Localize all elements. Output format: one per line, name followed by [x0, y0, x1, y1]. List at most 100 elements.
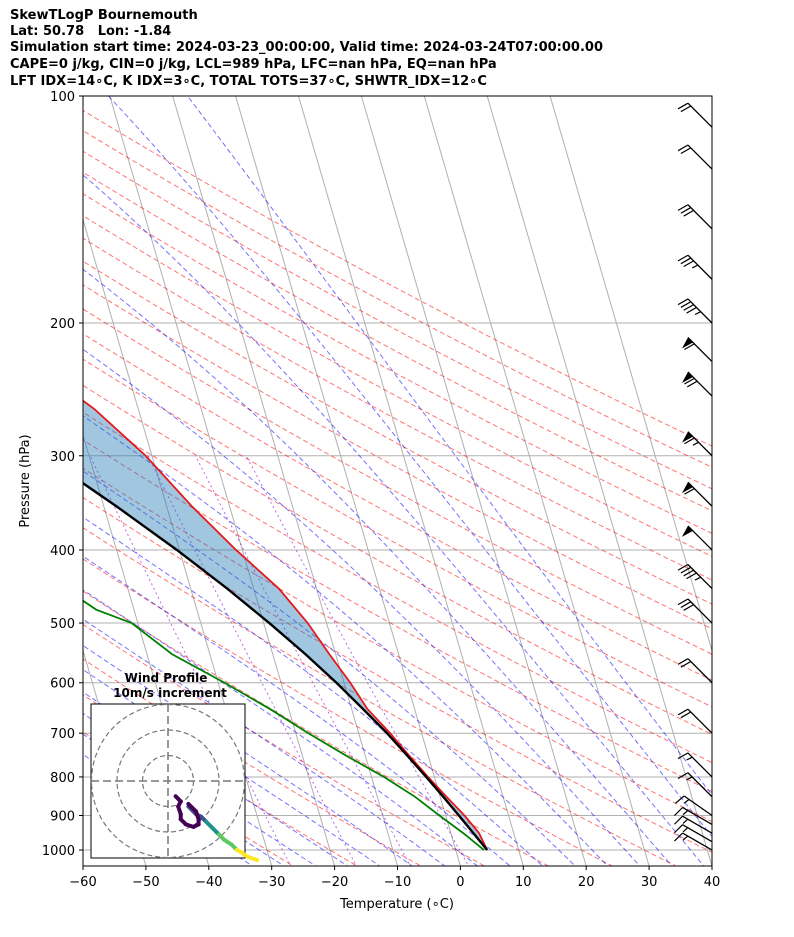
- barb-staff: [687, 371, 713, 397]
- barb-full: [680, 601, 692, 609]
- barb-half: [682, 835, 689, 841]
- isotherm: [172, 96, 399, 866]
- barb-staff: [687, 144, 713, 170]
- barb-full: [686, 380, 698, 388]
- barb-staff: [687, 598, 713, 624]
- barb-full: [677, 752, 689, 760]
- dry-adiabat: [83, 694, 358, 866]
- barb-full: [683, 304, 694, 311]
- isotherm: [360, 96, 587, 866]
- series-layer: [83, 399, 489, 851]
- mixing-ratio-line: [195, 455, 411, 866]
- barb-full: [683, 569, 694, 577]
- barb-half: [686, 776, 693, 781]
- temperature-line: [83, 399, 488, 851]
- barb-full: [677, 298, 689, 306]
- barb-full: [677, 254, 689, 262]
- time-line: Simulation start time: 2024-03-23_00:00:…: [10, 40, 603, 55]
- barb-half: [682, 818, 689, 824]
- barb-full: [677, 144, 689, 152]
- barb-full: [677, 598, 689, 606]
- wind-barb: [677, 204, 713, 230]
- isotherm: [423, 96, 650, 866]
- dry-adiabat: [83, 623, 486, 866]
- mixing-ratio-line: [147, 455, 357, 866]
- y-tick-label: 900: [50, 810, 75, 825]
- barb-full: [674, 832, 683, 842]
- x-tick-label: −20: [321, 875, 348, 890]
- barb-flag: [681, 337, 693, 349]
- dewpoint-line: [83, 599, 485, 851]
- x-tick-label: 0: [456, 875, 464, 890]
- axes: −60 −50 −40 −30 −20 −10 0 10 20 30 40 100 200 300 400 5…: [42, 90, 720, 890]
- barb-flag: [681, 431, 693, 443]
- barb-staff: [687, 708, 713, 734]
- wind-barb: [674, 806, 713, 826]
- wind-barb: [681, 371, 713, 397]
- dry-adiabat: [83, 590, 550, 866]
- barb-half: [692, 441, 699, 446]
- barb-full: [680, 257, 692, 265]
- barb-staff: [687, 431, 713, 457]
- isotherm: [109, 96, 336, 866]
- y-tick-label: 200: [50, 317, 75, 332]
- moist-adiabat: [83, 555, 511, 866]
- barb-full: [684, 343, 695, 351]
- grid-layer: [83, 96, 712, 866]
- barb-full: [677, 204, 689, 211]
- indices-line: LFT IDX=14∘C, K IDX=3∘C, TOTAL TOTS=37∘C…: [10, 74, 487, 89]
- cape-line: CAPE=0 j/kg, CIN=0 j/kg, LCL=989 hPa, LF…: [10, 57, 497, 72]
- barb-full: [674, 807, 683, 816]
- wind-barb: [674, 795, 713, 817]
- barb-full: [686, 306, 697, 314]
- chart-title: SkewTLogP Bournemouth: [10, 8, 198, 23]
- moist-adiabat: [83, 268, 673, 866]
- wind-barb: [677, 708, 713, 734]
- dry-adiabat: [83, 150, 712, 490]
- barb-staff: [687, 298, 713, 324]
- barb-half: [686, 756, 693, 761]
- isotherm: [235, 96, 461, 866]
- barb-half: [691, 264, 699, 269]
- barb-half: [682, 810, 689, 816]
- barb-full: [677, 708, 689, 716]
- dry-adiabat: [83, 658, 422, 866]
- dry-adiabat: [83, 284, 712, 630]
- dry-adiabat: [83, 109, 712, 447]
- wind-barb: [677, 254, 713, 280]
- barb-full: [686, 572, 697, 580]
- wind-barb: [677, 144, 713, 170]
- x-tick-label: 30: [641, 875, 658, 890]
- dry-adiabat: [83, 358, 712, 708]
- barb-full: [683, 209, 694, 217]
- y-tick-label: 500: [50, 617, 75, 632]
- barb-full: [680, 661, 692, 668]
- fill-layer: [83, 400, 488, 851]
- barb-full: [680, 147, 692, 155]
- barb-full: [674, 795, 685, 804]
- wind-barb: [674, 832, 713, 851]
- moist-adiabat: [83, 618, 446, 866]
- dry-adiabat: [83, 439, 712, 793]
- barb-staff: [687, 564, 713, 589]
- barb-full: [683, 260, 694, 268]
- barb-half: [682, 827, 689, 833]
- dry-adiabat: [83, 467, 712, 823]
- barb-staff: [682, 832, 713, 851]
- barb-full: [683, 604, 694, 611]
- moist-adiabat: [83, 516, 544, 866]
- barb-full: [674, 815, 683, 825]
- barb-full: [680, 207, 692, 214]
- isotherm: [549, 96, 712, 653]
- dry-adiabat: [83, 193, 712, 534]
- hodograph-segment: [247, 855, 260, 863]
- isotherm: [297, 96, 524, 866]
- barb-staff: [687, 204, 713, 230]
- isotherm: [486, 96, 712, 866]
- x-tick-label: −10: [384, 875, 411, 890]
- wind-barb: [677, 772, 713, 798]
- barb-full: [680, 301, 692, 308]
- wind-barb: [674, 824, 713, 843]
- location-line: Lat: 50.78 Lon: -1.84: [10, 24, 172, 39]
- x-tick-label: −50: [132, 875, 159, 890]
